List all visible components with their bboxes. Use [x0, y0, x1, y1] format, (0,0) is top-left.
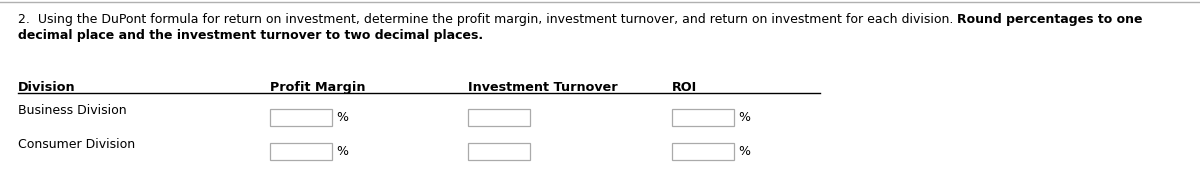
FancyBboxPatch shape	[270, 109, 332, 126]
FancyBboxPatch shape	[672, 143, 734, 160]
Text: %: %	[336, 111, 348, 124]
Text: %: %	[738, 111, 750, 124]
FancyBboxPatch shape	[468, 109, 530, 126]
Text: Consumer Division: Consumer Division	[18, 138, 136, 151]
Text: Round percentages to one: Round percentages to one	[958, 13, 1142, 26]
Text: decimal place and the investment turnover to two decimal places.: decimal place and the investment turnove…	[18, 29, 484, 42]
FancyBboxPatch shape	[270, 143, 332, 160]
Text: Profit Margin: Profit Margin	[270, 81, 366, 94]
Text: %: %	[738, 145, 750, 158]
Text: Division: Division	[18, 81, 76, 94]
Text: Business Division: Business Division	[18, 104, 127, 117]
Text: %: %	[336, 145, 348, 158]
Text: Investment Turnover: Investment Turnover	[468, 81, 618, 94]
FancyBboxPatch shape	[468, 143, 530, 160]
Text: 2.  Using the DuPont formula for return on investment, determine the profit marg: 2. Using the DuPont formula for return o…	[18, 13, 958, 26]
FancyBboxPatch shape	[672, 109, 734, 126]
Text: ROI: ROI	[672, 81, 697, 94]
